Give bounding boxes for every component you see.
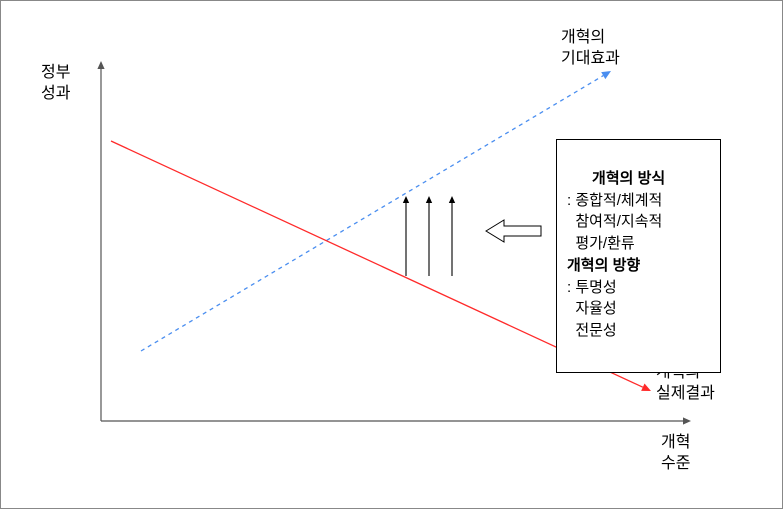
legend-items-method: : 종합적/체계적 참여적/지속적 평가/환류 xyxy=(567,192,662,253)
chart-area: 정부 성과 개혁 수준 개혁의 기대효과 개혁의 실제결과 개혁의 방식 : 종… xyxy=(1,1,782,508)
legend-title-method: 개혁의 방식 xyxy=(592,170,665,187)
chart-container: 정부 성과 개혁 수준 개혁의 기대효과 개혁의 실제결과 개혁의 방식 : 종… xyxy=(0,0,783,509)
y-axis-label: 정부 성과 xyxy=(41,63,70,105)
legend-title-direction: 개혁의 방향 xyxy=(567,257,640,274)
legend-box: 개혁의 방식 : 종합적/체계적 참여적/지속적 평가/환류 개혁의 방향 : … xyxy=(556,139,721,373)
x-axis-label: 개혁 수준 xyxy=(661,433,690,475)
expected-line-label: 개혁의 기대효과 xyxy=(561,28,620,70)
legend-items-direction: : 투명성 자율성 전문성 xyxy=(567,279,617,340)
